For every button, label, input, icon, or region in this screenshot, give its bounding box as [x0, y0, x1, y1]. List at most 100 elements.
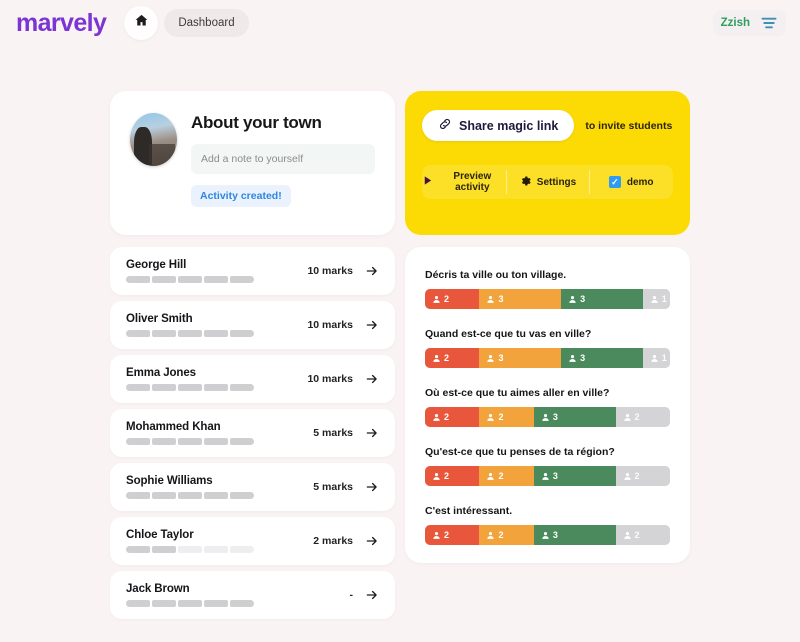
student-info: Jack Brown: [126, 583, 350, 607]
student-name: Sophie Williams: [126, 475, 213, 487]
chevron-right-icon[interactable]: [365, 588, 379, 602]
student-name: Mohammed Khan: [126, 421, 221, 433]
progress-segment: [152, 546, 176, 553]
settings-label: Settings: [536, 176, 577, 188]
progress-segment: [178, 438, 202, 445]
preview-activity-label: Preview activity: [453, 170, 492, 194]
question-segment-count: 1: [661, 294, 667, 304]
student-row[interactable]: Emma Jones 10 marks: [110, 355, 395, 403]
student-name: Emma Jones: [126, 367, 196, 379]
progress-segment: [126, 438, 150, 445]
question-segment[interactable]: 1: [642, 289, 670, 309]
question-segment-count: 2: [634, 412, 640, 422]
question-segment[interactable]: 3: [533, 525, 616, 545]
student-info: Chloe Taylor: [126, 529, 313, 553]
student-row[interactable]: Chloe Taylor 2 marks: [110, 517, 395, 565]
question-segment[interactable]: 2: [479, 525, 534, 545]
chevron-right-icon[interactable]: [365, 480, 379, 494]
question-segment-count: 2: [498, 471, 504, 481]
student-marks: 5 marks: [313, 427, 353, 439]
progress-segment: [126, 384, 150, 391]
question-segment[interactable]: 3: [479, 289, 562, 309]
student-name: George Hill: [126, 259, 187, 271]
student-row[interactable]: Oliver Smith 10 marks: [110, 301, 395, 349]
question-segment[interactable]: 3: [479, 348, 562, 368]
question-segment[interactable]: 2: [615, 407, 670, 427]
question-segment[interactable]: 3: [533, 466, 616, 486]
question-segment[interactable]: 3: [533, 407, 616, 427]
question-segment[interactable]: 2: [615, 466, 670, 486]
question-segment[interactable]: 2: [479, 466, 534, 486]
app-logo[interactable]: marvely: [16, 8, 107, 37]
preview-activity-button[interactable]: Preview activity: [422, 165, 506, 199]
person-icon: [433, 354, 440, 362]
account-area: Zzish: [712, 10, 786, 36]
progress-segment: [230, 438, 254, 445]
progress-segment: [204, 546, 228, 553]
person-icon: [487, 531, 495, 539]
progress-segment: [204, 384, 228, 391]
person-icon: [651, 354, 658, 362]
person-icon: [569, 354, 576, 362]
home-button[interactable]: [124, 6, 159, 40]
question-block: C'est intéressant. 2 2 3 2: [425, 505, 670, 545]
question-segment[interactable]: 2: [425, 466, 480, 486]
question-segment[interactable]: 2: [425, 407, 480, 427]
chevron-right-icon[interactable]: [365, 426, 379, 440]
question-segment[interactable]: 2: [479, 407, 534, 427]
student-progress: [126, 492, 313, 499]
question-segment[interactable]: 2: [425, 348, 480, 368]
chevron-right-icon[interactable]: [365, 264, 379, 278]
question-segment-count: 2: [444, 353, 450, 363]
question-segment[interactable]: 2: [425, 289, 480, 309]
demo-toggle[interactable]: ✓ demo: [589, 165, 673, 199]
question-segment[interactable]: 3: [561, 348, 643, 368]
student-info: George Hill: [126, 259, 307, 283]
person-icon: [569, 295, 576, 303]
student-list: George Hill 10 marks Oliver Smith 10 marks E…: [110, 247, 395, 625]
question-segment-count: 3: [498, 353, 504, 363]
hamburger-menu-icon[interactable]: [760, 15, 778, 31]
question-segment[interactable]: 2: [425, 525, 480, 545]
chevron-right-icon[interactable]: [365, 372, 379, 386]
question-segment-count: 3: [552, 530, 558, 540]
person-icon: [542, 413, 549, 421]
demo-label: demo: [626, 176, 654, 188]
chevron-right-icon[interactable]: [365, 318, 379, 332]
question-segment-count: 3: [580, 294, 586, 304]
question-segment-count: 1: [661, 353, 667, 363]
dashboard-tab[interactable]: Dashboard: [164, 9, 249, 37]
student-row[interactable]: Mohammed Khan 5 marks: [110, 409, 395, 457]
student-name: Chloe Taylor: [126, 529, 194, 541]
question-results-card: Décris ta ville ou ton village. 2 3 3 1 Quand…: [405, 247, 690, 563]
activity-thumbnail: [130, 113, 177, 166]
progress-segment: [126, 276, 150, 283]
question-label: Quand est-ce que tu vas en ville?: [425, 328, 592, 340]
user-name-label[interactable]: Zzish: [720, 17, 750, 29]
question-block: Quand est-ce que tu vas en ville? 2 3 3 1: [425, 328, 670, 368]
question-segment[interactable]: 1: [642, 348, 670, 368]
progress-segment: [178, 492, 202, 499]
student-row[interactable]: George Hill 10 marks: [110, 247, 395, 295]
chevron-right-icon[interactable]: [365, 534, 379, 548]
question-segment-count: 2: [444, 294, 450, 304]
note-input[interactable]: [191, 144, 375, 174]
question-label: Décris ta ville ou ton village.: [425, 269, 567, 281]
progress-segment: [126, 492, 150, 499]
share-magic-link-button[interactable]: Share magic link: [422, 110, 575, 141]
play-icon: [422, 175, 433, 189]
question-segment-count: 2: [634, 530, 640, 540]
question-segment[interactable]: 3: [561, 289, 643, 309]
progress-segment: [152, 384, 176, 391]
student-info: Oliver Smith: [126, 313, 307, 337]
top-navigation-bar: marvely Dashboard Zzish: [0, 0, 800, 46]
student-row[interactable]: Sophie Williams 5 marks: [110, 463, 395, 511]
question-block: Qu'est-ce que tu penses de ta région? 2 2 3…: [425, 446, 670, 486]
page-title: About your town: [191, 113, 322, 132]
question-segment[interactable]: 2: [615, 525, 670, 545]
student-row[interactable]: Jack Brown -: [110, 571, 395, 619]
settings-button[interactable]: Settings: [505, 165, 590, 199]
activity-tools-row: Preview activity Settings ✓ demo: [422, 165, 673, 199]
progress-segment: [178, 546, 202, 553]
checkbox-checked-icon[interactable]: ✓: [608, 176, 621, 188]
